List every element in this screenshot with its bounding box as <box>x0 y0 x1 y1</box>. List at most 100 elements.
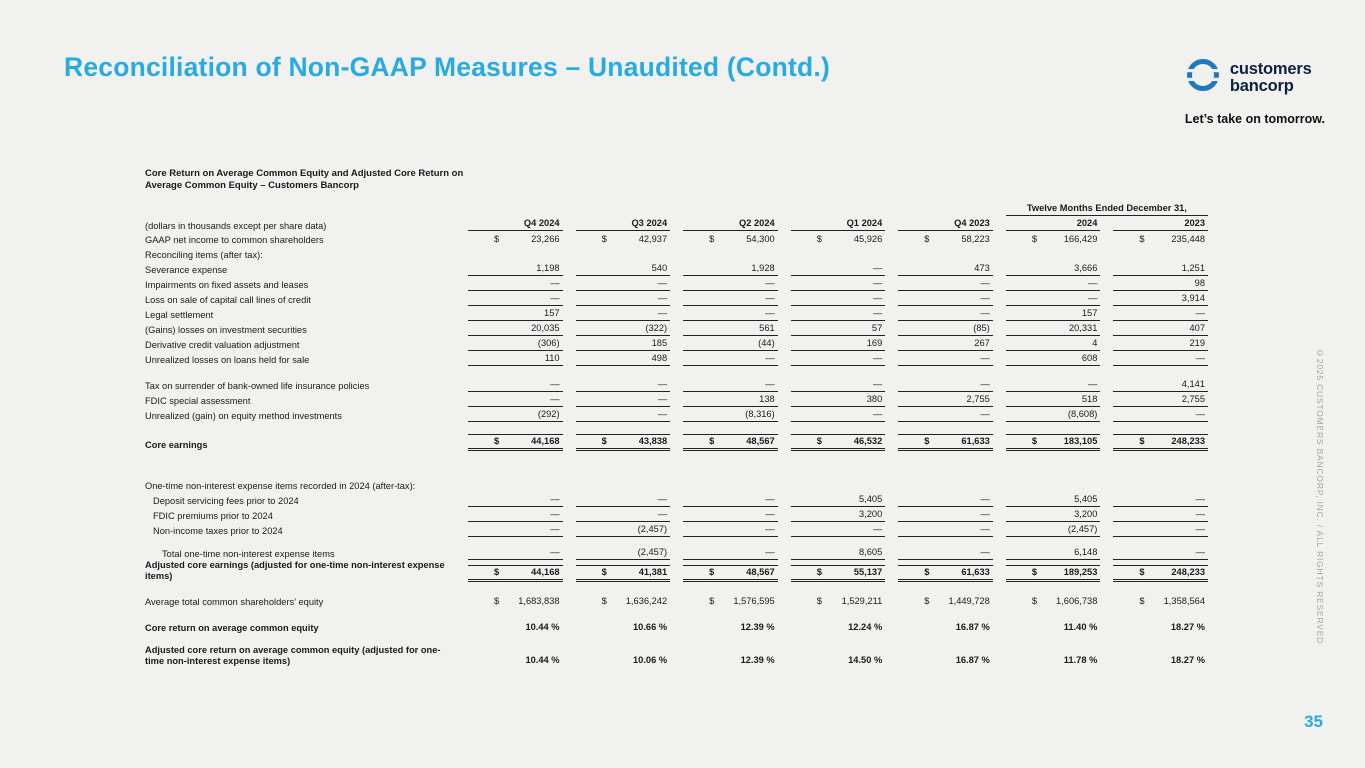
row-label: Legal settlement <box>145 309 214 320</box>
value: — <box>657 307 668 318</box>
column-header: 2024 <box>1005 217 1101 231</box>
value: 518 <box>1081 393 1098 404</box>
value: 61,633 <box>961 435 990 446</box>
value: 14.50 % <box>848 655 883 666</box>
value-cell: $41,381 <box>575 565 671 582</box>
value: 98 <box>1194 277 1205 288</box>
value: — <box>550 292 560 303</box>
value: 5,405 <box>1074 493 1098 504</box>
value: 407 <box>1189 322 1205 333</box>
value: — <box>765 493 775 504</box>
value: 1,928 <box>751 262 775 273</box>
value-cell: (8,316) <box>683 408 778 422</box>
row-label: Tax on surrender of bank-owned life insu… <box>145 380 370 391</box>
value: — <box>872 378 883 389</box>
value: 219 <box>1189 337 1205 348</box>
value-cell: (2,457) <box>575 546 671 560</box>
value-cell: 518 <box>1005 393 1101 407</box>
table-row: Impairments on fixed assets and leases — —… <box>145 276 1208 291</box>
value-cell: — <box>790 262 886 276</box>
value: — <box>765 352 775 363</box>
value-cell: $55,137 <box>790 565 886 582</box>
value-cell: $42,937 <box>576 233 671 246</box>
reconciliation-table-section: Core Return on Average Common Equity and… <box>145 168 1208 667</box>
value-cell: — <box>575 307 671 321</box>
value-cell: (2,457) <box>575 523 671 537</box>
dollar-sign: $ <box>494 233 500 244</box>
value-cell: 380 <box>790 393 886 407</box>
value: 48,567 <box>746 435 775 446</box>
value-cell: (2,457) <box>1005 523 1101 537</box>
dollar-sign: $ <box>816 567 822 577</box>
value: (292) <box>537 408 560 419</box>
value: 473 <box>974 262 990 273</box>
value: — <box>765 523 775 534</box>
value: — <box>1195 352 1205 363</box>
value: — <box>657 408 668 419</box>
dollar-sign: $ <box>816 435 822 446</box>
value: — <box>550 393 560 404</box>
value: 45,926 <box>853 233 883 244</box>
value: (8,316) <box>745 408 775 419</box>
spacer-row <box>145 537 1208 545</box>
value: — <box>980 352 990 363</box>
value-cell: — <box>898 508 993 522</box>
column-header: Q4 2024 <box>468 217 563 231</box>
logo-row: customers bancorp <box>1185 57 1312 98</box>
value: (85) <box>973 322 990 333</box>
spacer-row <box>145 451 1208 477</box>
row-label: (Gains) losses on investment securities <box>145 324 307 335</box>
value-cell: $44,168 <box>468 433 563 451</box>
table-row: Loss on sale of capital call lines of cr… <box>145 291 1208 306</box>
value: 44,168 <box>531 435 560 446</box>
value-cell: 5,405 <box>790 493 886 507</box>
value-cell: 498 <box>575 352 671 366</box>
value: 110 <box>544 352 560 363</box>
value-cell: — <box>1113 307 1208 321</box>
value: — <box>872 523 883 534</box>
table-row: Core earnings $44,168 $43,838 $48,567 $46,53… <box>145 430 1208 451</box>
dollar-sign: $ <box>1031 567 1037 577</box>
value-cell: $166,429 <box>1006 233 1101 246</box>
value-cell: — <box>468 493 563 507</box>
copyright-vertical-text: ©2025 CUSTOMERS BANCORP, INC. / ALL RIGH… <box>1315 348 1325 645</box>
value: 57 <box>871 322 883 333</box>
dollar-sign: $ <box>709 596 715 606</box>
value: 44,168 <box>531 567 560 577</box>
table-row: Non-income taxes prior to 2024 — (2,457) — —… <box>145 522 1208 537</box>
value-cell: 20,331 <box>1005 322 1101 336</box>
value: — <box>657 277 668 288</box>
value-cell: $48,567 <box>683 565 778 582</box>
value-cell: 185 <box>575 337 671 351</box>
value: — <box>657 378 668 389</box>
value-cell: $43,838 <box>575 433 671 451</box>
value-cell: — <box>575 292 671 306</box>
logo: customers bancorp Let’s take on tomorrow… <box>1185 57 1325 126</box>
value-cell: 11.78 % <box>1006 654 1101 667</box>
table-row: Adjusted core earnings (adjusted for one… <box>145 560 1208 582</box>
value-cell: — <box>683 352 778 366</box>
table-row: Deposit servicing fees prior to 2024 — — — 5… <box>145 492 1208 507</box>
value-cell: 10.66 % <box>576 621 671 634</box>
dollar-sign: $ <box>494 567 500 577</box>
table-row: GAAP net income to common shareholders $2… <box>145 231 1208 246</box>
value-cell: 2,755 <box>898 393 993 407</box>
dollar-sign: $ <box>601 233 607 244</box>
value: 1,529,211 <box>841 596 883 606</box>
value: — <box>765 277 775 288</box>
value: — <box>1195 493 1205 504</box>
value: — <box>550 378 560 389</box>
value: — <box>657 508 668 519</box>
value: — <box>550 493 560 504</box>
value-cell: — <box>468 546 563 560</box>
dollar-sign: $ <box>816 596 822 606</box>
value-cell: — <box>468 393 563 407</box>
value-cell: — <box>683 292 778 306</box>
value-cell: 18.27 % <box>1113 654 1208 667</box>
value: 157 <box>1081 307 1098 318</box>
value-cell: — <box>468 292 563 306</box>
value: 46,532 <box>853 435 883 446</box>
value-cell: 110 <box>468 352 563 366</box>
value: — <box>872 352 883 363</box>
value-cell: — <box>898 523 993 537</box>
